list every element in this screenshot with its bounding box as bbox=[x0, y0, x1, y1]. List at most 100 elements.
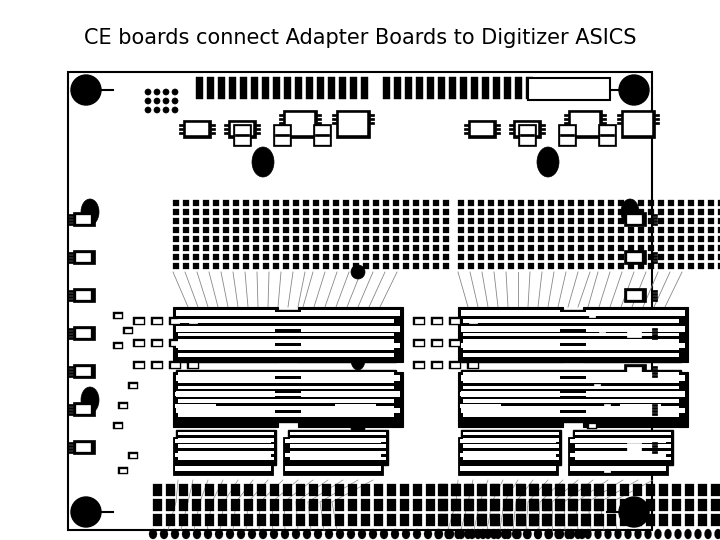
Bar bbox=[529, 499, 538, 511]
Bar bbox=[223, 254, 229, 260]
Ellipse shape bbox=[347, 529, 355, 539]
Bar bbox=[582, 514, 591, 526]
Bar bbox=[582, 499, 591, 511]
Bar bbox=[68, 410, 73, 411]
Bar bbox=[301, 408, 400, 414]
Bar bbox=[322, 484, 331, 496]
Bar bbox=[218, 77, 225, 99]
Bar bbox=[193, 227, 199, 233]
Bar bbox=[115, 424, 121, 427]
Bar bbox=[538, 227, 544, 233]
Bar bbox=[68, 404, 73, 406]
Bar bbox=[548, 218, 554, 224]
Bar bbox=[458, 200, 464, 206]
Bar bbox=[543, 514, 552, 526]
Bar bbox=[439, 514, 448, 526]
Bar bbox=[458, 236, 464, 242]
Bar bbox=[273, 209, 279, 215]
Ellipse shape bbox=[468, 529, 476, 539]
Bar bbox=[387, 499, 396, 511]
Ellipse shape bbox=[523, 529, 531, 539]
Bar bbox=[343, 263, 349, 269]
Bar bbox=[240, 77, 247, 99]
Bar bbox=[493, 77, 500, 99]
Bar bbox=[488, 227, 494, 233]
Bar bbox=[296, 499, 305, 511]
Bar bbox=[153, 514, 162, 526]
Bar bbox=[257, 514, 266, 526]
Bar bbox=[293, 200, 299, 206]
Bar bbox=[317, 77, 324, 99]
Bar bbox=[548, 245, 554, 251]
Bar bbox=[620, 404, 661, 408]
Bar bbox=[288, 430, 388, 465]
Bar bbox=[175, 392, 216, 396]
Ellipse shape bbox=[424, 529, 432, 539]
Bar bbox=[309, 484, 318, 496]
Bar bbox=[464, 124, 468, 126]
Bar bbox=[173, 245, 179, 251]
Bar bbox=[655, 118, 659, 120]
Bar bbox=[504, 484, 513, 496]
Bar bbox=[583, 307, 688, 362]
Bar bbox=[68, 328, 73, 329]
Bar bbox=[652, 217, 657, 219]
Bar bbox=[458, 372, 563, 427]
Bar bbox=[68, 334, 73, 335]
Bar bbox=[256, 128, 260, 130]
Bar bbox=[529, 514, 538, 526]
Bar bbox=[488, 236, 494, 242]
Bar bbox=[627, 253, 641, 261]
Bar bbox=[213, 218, 219, 224]
Bar bbox=[433, 218, 439, 224]
Bar bbox=[449, 339, 461, 347]
Bar bbox=[672, 499, 681, 511]
Bar bbox=[602, 467, 612, 474]
Bar bbox=[293, 236, 299, 242]
Bar bbox=[458, 307, 563, 362]
Bar bbox=[393, 218, 399, 224]
Bar bbox=[568, 236, 574, 242]
Bar bbox=[211, 132, 215, 134]
Bar bbox=[678, 227, 684, 233]
Bar bbox=[113, 422, 123, 429]
Bar bbox=[530, 499, 539, 511]
Circle shape bbox=[163, 107, 169, 113]
Bar bbox=[451, 499, 460, 511]
Bar bbox=[463, 353, 679, 357]
Bar bbox=[213, 200, 219, 206]
Bar bbox=[118, 402, 128, 409]
Bar bbox=[361, 484, 370, 496]
Bar bbox=[598, 236, 604, 242]
Bar bbox=[373, 218, 379, 224]
Bar bbox=[178, 346, 394, 350]
Bar bbox=[509, 132, 513, 134]
Bar bbox=[233, 124, 251, 146]
Bar bbox=[652, 372, 657, 374]
Bar bbox=[488, 254, 494, 260]
Bar bbox=[438, 499, 447, 511]
Bar bbox=[178, 372, 394, 376]
Bar bbox=[443, 200, 449, 206]
Bar bbox=[178, 326, 394, 329]
Bar bbox=[542, 484, 551, 496]
Ellipse shape bbox=[358, 529, 366, 539]
Bar bbox=[672, 484, 681, 496]
Bar bbox=[620, 484, 629, 496]
Bar bbox=[235, 134, 249, 136]
Circle shape bbox=[351, 421, 365, 435]
Bar bbox=[581, 499, 590, 511]
Bar bbox=[573, 430, 673, 465]
Bar bbox=[153, 363, 161, 367]
Bar bbox=[253, 263, 259, 269]
Circle shape bbox=[172, 89, 178, 95]
Bar bbox=[211, 128, 215, 130]
Bar bbox=[560, 134, 574, 136]
Bar bbox=[323, 254, 329, 260]
Bar bbox=[283, 110, 317, 138]
Bar bbox=[597, 327, 607, 334]
Bar bbox=[243, 209, 249, 215]
Bar bbox=[638, 200, 644, 206]
Bar bbox=[624, 212, 646, 226]
Circle shape bbox=[154, 89, 160, 95]
